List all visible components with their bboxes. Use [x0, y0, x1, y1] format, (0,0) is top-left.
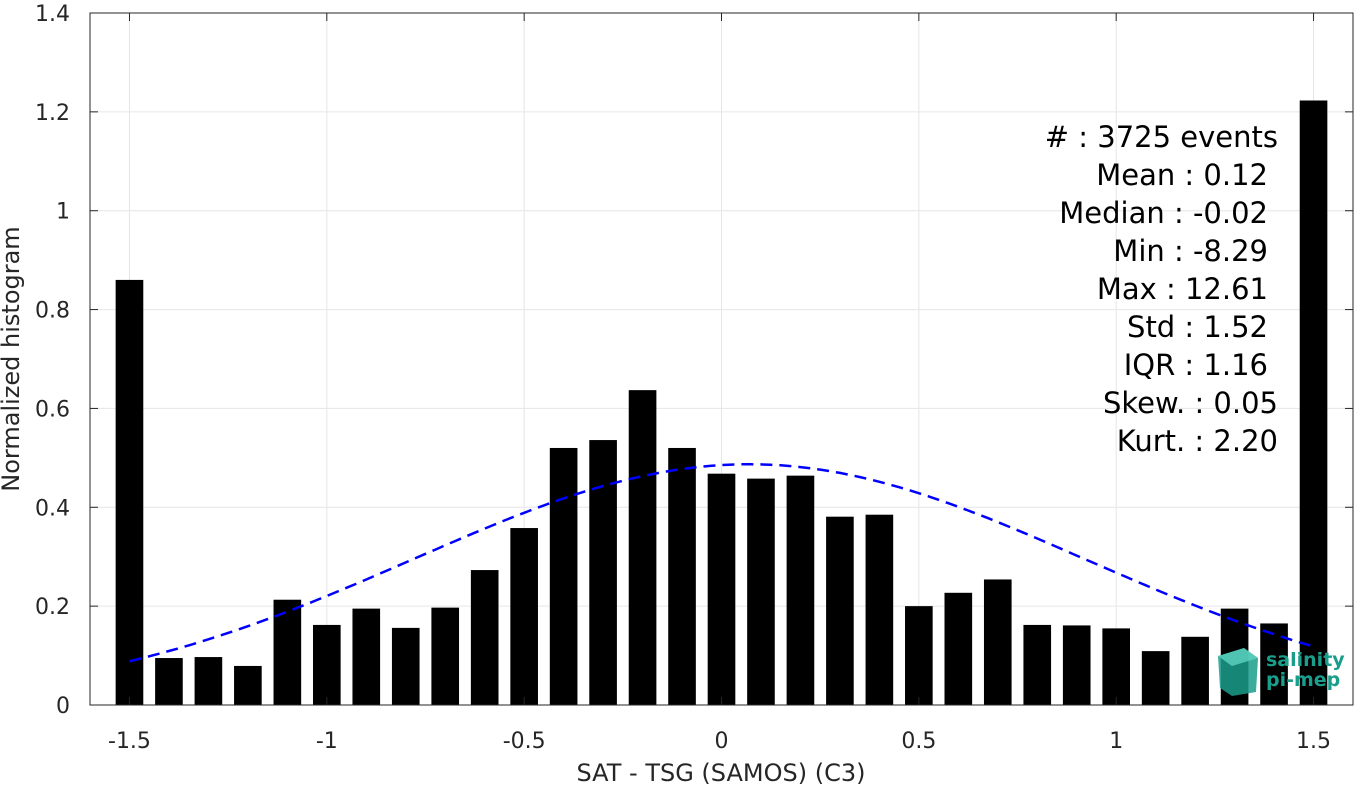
x-tick-label-1: -1 — [316, 729, 338, 754]
stats-box: # : 3725 events Mean : 0.12 Median : -0.02… — [1045, 120, 1278, 458]
bars — [115, 100, 1328, 705]
bar-19 — [865, 514, 894, 705]
bar-20 — [905, 606, 933, 705]
stat-line-6: IQR : 1.16 — [1124, 348, 1268, 382]
stat-line-5: Std : 1.52 — [1127, 310, 1268, 344]
bar-1 — [155, 658, 183, 705]
y-axis-label: Normalized histogram — [0, 226, 25, 491]
bar-21 — [944, 592, 973, 705]
bar-10 — [510, 528, 538, 705]
bar-14 — [668, 447, 696, 705]
x-tick-label-4: 0.5 — [901, 729, 936, 754]
logo-line2: pi-mep — [1266, 669, 1340, 691]
stat-line-0: # : 3725 events — [1045, 120, 1278, 154]
x-tick-label-2: -0.5 — [503, 729, 546, 754]
salinity-pi-mep-logo: salinity pi-mep — [1218, 648, 1345, 696]
y-tick-label-0: 0 — [56, 694, 70, 719]
x-tick-label-6: 1.5 — [1296, 729, 1331, 754]
y-tick-label-7: 1.4 — [35, 2, 70, 27]
bar-2 — [194, 657, 223, 705]
y-tick-label-2: 0.4 — [35, 496, 70, 521]
y-tick-label-1: 0.2 — [35, 595, 70, 620]
logo-line1: salinity — [1266, 649, 1345, 671]
stat-line-4: Max : 12.61 — [1097, 272, 1268, 306]
bar-22 — [983, 579, 1012, 705]
bar-24 — [1062, 625, 1091, 705]
stat-line-7: Skew. : 0.05 — [1103, 386, 1278, 420]
bar-23 — [1023, 624, 1052, 705]
y-tick-label-5: 1 — [56, 200, 70, 225]
x-tick-label-3: 0 — [715, 729, 729, 754]
y-axis-ticks: 0 0.2 0.4 0.6 0.8 1 1.2 1.4 — [35, 2, 1353, 719]
bar-6 — [352, 608, 381, 705]
bar-7 — [391, 627, 420, 705]
bar-17 — [786, 475, 815, 705]
bar-8 — [431, 607, 460, 705]
bar-25 — [1102, 628, 1131, 705]
stat-line-3: Min : -8.29 — [1113, 234, 1268, 268]
x-tick-label-0: -1.5 — [108, 729, 151, 754]
bar-15 — [707, 473, 736, 705]
bar-18 — [826, 516, 854, 705]
bar-11 — [549, 447, 578, 705]
bar-16 — [747, 478, 775, 705]
bar-26 — [1141, 651, 1170, 705]
bar-5 — [312, 624, 341, 705]
bar-4 — [273, 599, 302, 705]
logo-cube-top — [1218, 648, 1258, 666]
x-axis-ticks: -1.5 -1 -0.5 0 0.5 1 1.5 — [108, 13, 1331, 754]
bar-12 — [589, 440, 617, 705]
stat-line-2: Median : -0.02 — [1059, 196, 1268, 230]
y-tick-label-6: 1.2 — [35, 101, 70, 126]
bar-9 — [470, 570, 499, 705]
bar-27 — [1181, 636, 1209, 705]
y-tick-label-3: 0.6 — [35, 397, 70, 422]
x-tick-label-5: 1 — [1109, 729, 1123, 754]
stat-line-1: Mean : 0.12 — [1096, 158, 1268, 192]
bar-13 — [628, 390, 657, 705]
x-axis-label: SAT - TSG (SAMOS) (C3) — [577, 759, 866, 785]
bar-3 — [234, 665, 262, 705]
bar-0 — [115, 279, 144, 705]
bar-30 — [1299, 100, 1328, 705]
y-tick-label-4: 0.8 — [35, 299, 70, 324]
stat-line-8: Kurt. : 2.20 — [1117, 424, 1278, 458]
